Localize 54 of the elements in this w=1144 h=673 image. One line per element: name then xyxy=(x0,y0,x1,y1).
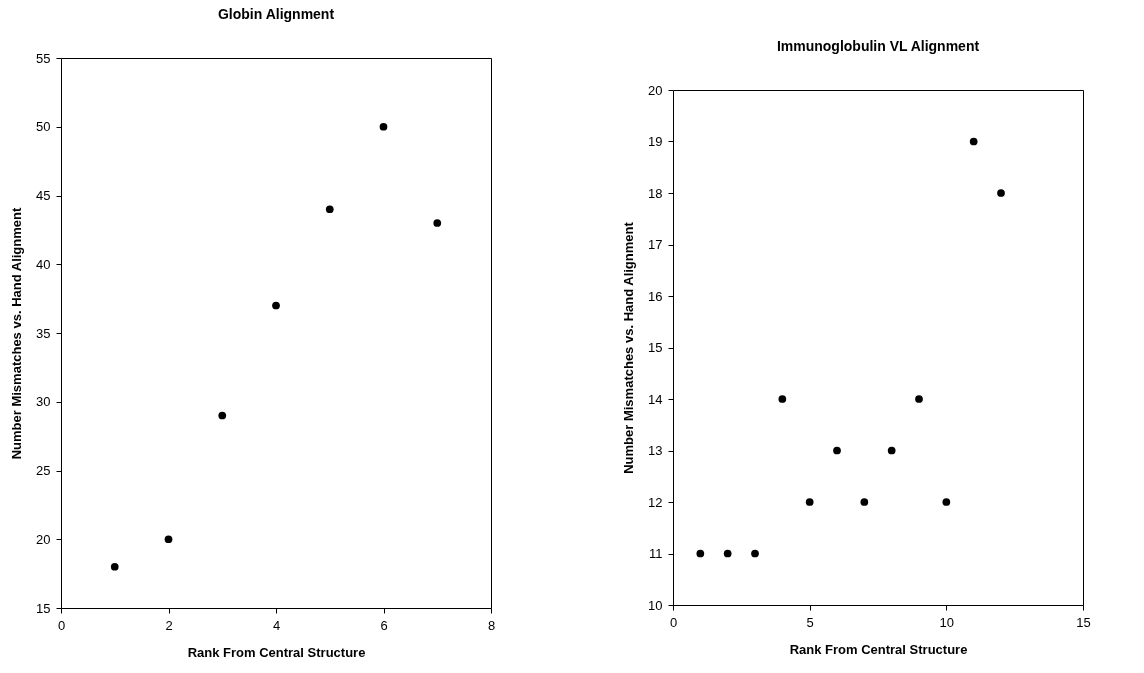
y-tick-label: 50 xyxy=(36,119,51,135)
x-tick-label: 15 xyxy=(1076,614,1091,630)
point xyxy=(433,219,442,227)
point xyxy=(833,446,841,455)
y-tick-label: 17 xyxy=(648,237,663,252)
y-tick-label: 35 xyxy=(36,325,51,341)
y-tick-label: 18 xyxy=(648,185,663,201)
point xyxy=(915,395,923,403)
x-tick-label: 0 xyxy=(669,614,678,630)
point xyxy=(887,446,896,455)
point xyxy=(942,498,951,506)
point xyxy=(272,301,280,310)
point xyxy=(860,498,869,506)
y-tick-label: 30 xyxy=(36,394,51,410)
y-tick-label: 10 xyxy=(648,597,663,613)
x-tick-label: 8 xyxy=(487,617,496,633)
point xyxy=(969,137,978,146)
x-axis-title: Rank From Central Structure xyxy=(187,644,366,660)
point xyxy=(379,122,388,131)
point xyxy=(696,549,705,558)
y-tick-label: 15 xyxy=(36,600,51,616)
x-tick-label: 4 xyxy=(272,617,281,633)
point xyxy=(751,549,759,558)
point xyxy=(164,535,173,544)
y-tick-label: 20 xyxy=(648,82,663,98)
y-tick-label: 15 xyxy=(648,340,663,355)
y-axis-title: Number Mismatches vs. Hand Alignment xyxy=(621,221,637,474)
y-tick-label: 20 xyxy=(36,531,51,547)
chart-title: Immunoglobulin VL Alignment xyxy=(776,38,980,54)
chart-title: Globin Alignment xyxy=(217,6,335,22)
point xyxy=(325,205,334,214)
y-axis-title: Number Mismatches vs. Hand Alignment xyxy=(9,207,25,460)
x-tick-label: 10 xyxy=(939,614,955,630)
y-tick-label: 14 xyxy=(648,391,663,407)
x-tick-label: 6 xyxy=(380,617,388,633)
point xyxy=(805,498,814,506)
point xyxy=(723,549,732,558)
point xyxy=(110,562,119,571)
y-tick-label: 40 xyxy=(36,256,51,272)
y-tick-label: 45 xyxy=(36,188,51,203)
y-tick-label: 19 xyxy=(648,134,663,149)
x-tick-label: 5 xyxy=(806,614,814,630)
point xyxy=(778,395,787,403)
x-tick-label: 0 xyxy=(57,617,66,633)
y-tick-label: 55 xyxy=(36,50,51,66)
y-tick-label: 12 xyxy=(648,494,663,510)
x-tick-label: 2 xyxy=(165,617,173,633)
y-tick-label: 25 xyxy=(36,463,51,478)
y-tick-label: 11 xyxy=(649,546,663,561)
y-tick-label: 16 xyxy=(648,288,663,304)
point xyxy=(997,189,1005,197)
point xyxy=(218,411,227,420)
x-axis-title: Rank From Central Structure xyxy=(789,641,968,657)
y-tick-label: 13 xyxy=(648,443,663,458)
